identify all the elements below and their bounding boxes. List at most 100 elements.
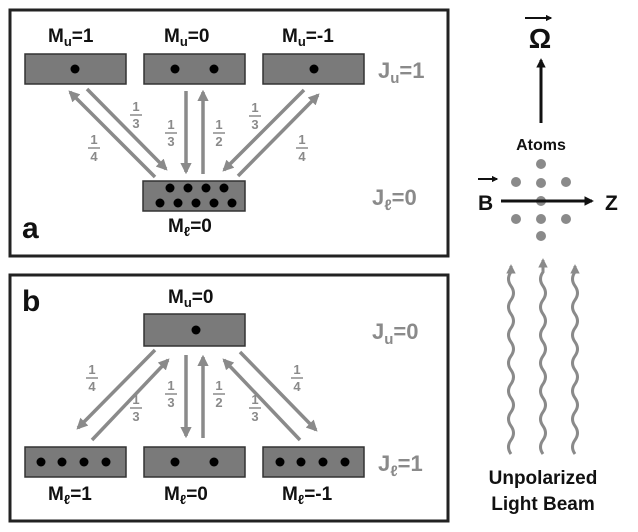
atom-dot xyxy=(165,183,175,193)
svg-text:3: 3 xyxy=(167,395,174,410)
atom-dot xyxy=(191,198,201,208)
svg-text:3: 3 xyxy=(251,117,258,132)
svg-text:2: 2 xyxy=(215,395,222,410)
arrow-emission-left xyxy=(76,348,157,430)
panel-b-letter: b xyxy=(22,285,40,318)
arrow-absorption-right xyxy=(222,358,302,442)
atom-cloud-dot xyxy=(561,214,571,224)
arrow-absorption-left xyxy=(90,358,170,442)
svg-text:1: 1 xyxy=(251,100,258,115)
panel-b-lower-level-label: Jℓ=1 xyxy=(378,451,423,480)
svg-text:1: 1 xyxy=(167,117,174,132)
svg-text:1: 1 xyxy=(215,378,222,393)
arrow-emission-right xyxy=(238,350,318,432)
atom-cloud-dot xyxy=(536,214,546,224)
atom-dot xyxy=(170,64,180,74)
svg-text:3: 3 xyxy=(132,116,139,131)
panel-a-lower-label: Mℓ=0 xyxy=(168,216,212,239)
svg-text:1: 1 xyxy=(215,117,222,132)
panel-a-frame xyxy=(8,8,450,258)
svg-text:1: 1 xyxy=(167,378,174,393)
light-wave xyxy=(538,258,548,455)
fraction: 13 xyxy=(165,378,177,410)
arrow-emission-left xyxy=(68,90,157,179)
light-wave xyxy=(506,264,516,455)
atoms-label: Atoms xyxy=(516,137,566,154)
panel-a: Mu=1 Mu=0 Mu=-1 Ju=1 Mℓ=0 Jℓ=0 a xyxy=(8,8,450,258)
atom-dot xyxy=(191,325,201,335)
fraction: 14 xyxy=(88,132,100,164)
panel-a-letter: a xyxy=(22,212,39,245)
atom-cloud-dot xyxy=(536,159,546,169)
fraction: 13 xyxy=(130,392,142,424)
atom-dot xyxy=(173,198,183,208)
fraction: 13 xyxy=(249,100,261,132)
atom-dot xyxy=(340,457,350,467)
panel-b-lower-label-1: Mℓ=1 xyxy=(48,484,92,507)
svg-text:4: 4 xyxy=(90,149,98,164)
svg-text:1: 1 xyxy=(88,362,95,377)
b-field-label: B xyxy=(478,192,493,215)
atom-dot xyxy=(36,457,46,467)
fraction: 13 xyxy=(165,117,177,149)
atom-dot xyxy=(318,457,328,467)
svg-text:1: 1 xyxy=(90,132,97,147)
atom-dot xyxy=(201,183,211,193)
atom-dot xyxy=(170,457,180,467)
atom-dot xyxy=(209,457,219,467)
beam-label-line1: Unpolarized xyxy=(489,468,598,489)
light-wave xyxy=(570,264,580,455)
beam-label-line2: Light Beam xyxy=(491,494,594,515)
atom-dot xyxy=(155,198,165,208)
svg-text:3: 3 xyxy=(132,409,139,424)
panel-a-upper-label-1: Mu=1 xyxy=(48,26,94,49)
atom-cloud-dot xyxy=(536,178,546,188)
arrow-absorption-left xyxy=(85,87,168,171)
svg-text:3: 3 xyxy=(251,409,258,424)
atom-dot xyxy=(70,64,80,74)
panel-a-upper-level-label: Ju=1 xyxy=(378,58,425,87)
panel-b-upper-level-label: Ju=0 xyxy=(372,319,419,348)
svg-text:1: 1 xyxy=(132,99,139,114)
svg-text:2: 2 xyxy=(215,134,222,149)
panel-b-upper-label: Mu=0 xyxy=(168,287,213,310)
atom-cloud-dot xyxy=(511,177,521,187)
panel-a-upper-label-2: Mu=0 xyxy=(164,26,209,49)
side-illustration: Ω Atoms B Z Unpolarized Light Beam xyxy=(478,14,618,515)
atom-dot xyxy=(209,64,219,74)
panel-b-lower-box-2 xyxy=(143,446,246,478)
panel-b: b Mu=0 Ju=0 Jℓ=1 Mℓ=1 Mℓ=0 Mℓ=-1 xyxy=(8,273,450,523)
omega-symbol: Ω xyxy=(529,23,551,54)
panel-a-lower-level-label: Jℓ=0 xyxy=(372,185,417,214)
svg-text:4: 4 xyxy=(298,149,306,164)
fraction: 12 xyxy=(213,378,225,410)
fraction: 12 xyxy=(213,117,225,149)
atom-cloud-dot xyxy=(561,177,571,187)
svg-text:1: 1 xyxy=(132,392,139,407)
arrow-absorption-right xyxy=(236,93,320,178)
z-axis-label: Z xyxy=(605,192,618,215)
panel-a-upper-box-1 xyxy=(24,53,127,85)
atom-dot xyxy=(227,198,237,208)
atom-cloud-dot xyxy=(511,214,521,224)
panel-b-frame xyxy=(8,273,450,523)
atom-dot xyxy=(101,457,111,467)
fraction: 14 xyxy=(296,132,308,164)
arrow-emission-right xyxy=(222,88,306,172)
svg-text:4: 4 xyxy=(88,379,96,394)
atom-dot xyxy=(209,198,219,208)
svg-text:4: 4 xyxy=(293,379,301,394)
atom-dot xyxy=(296,457,306,467)
svg-text:1: 1 xyxy=(298,132,305,147)
atom-dot xyxy=(183,183,193,193)
panel-b-lower-label-2: Mℓ=0 xyxy=(164,484,208,507)
panel-a-upper-box-2 xyxy=(143,53,246,85)
fraction: 14 xyxy=(291,362,303,394)
atom-dot xyxy=(309,64,319,74)
svg-text:1: 1 xyxy=(293,362,300,377)
atom-dot xyxy=(57,457,67,467)
fraction: 13 xyxy=(249,392,261,424)
atom-dot xyxy=(275,457,285,467)
atom-dot xyxy=(219,183,229,193)
